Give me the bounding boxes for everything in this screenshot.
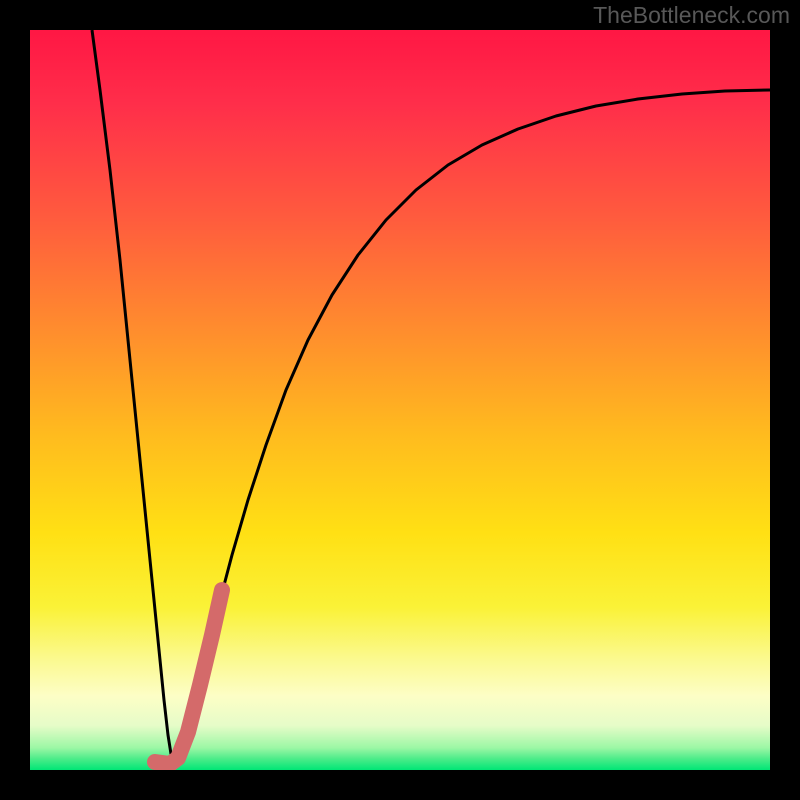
plot-area [30, 30, 770, 770]
bottleneck-chart [30, 30, 770, 770]
watermark-text: TheBottleneck.com [593, 2, 790, 29]
gradient-rect [30, 30, 770, 770]
chart-root: { "watermark": { "text": "TheBottleneck.… [0, 0, 800, 800]
